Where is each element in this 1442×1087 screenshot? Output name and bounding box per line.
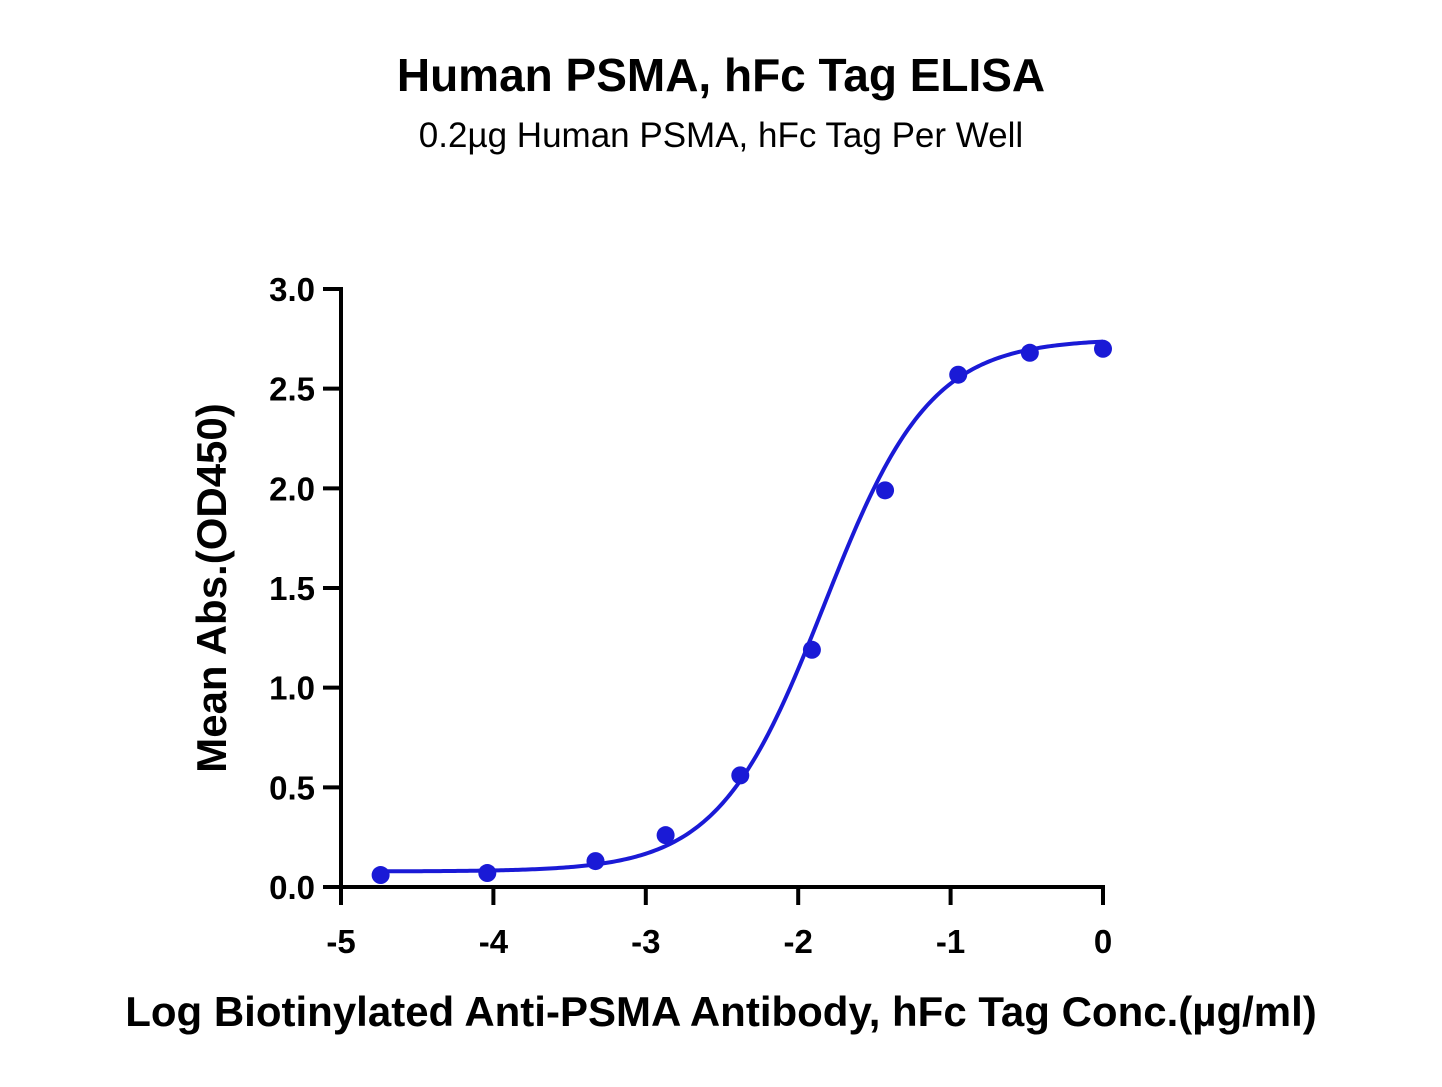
- chart-title: Human PSMA, hFc Tag ELISA: [396, 49, 1046, 101]
- x-tick-label: -2: [784, 923, 813, 960]
- data-point: [1094, 339, 1112, 358]
- y-tick-label: 2.5: [269, 371, 315, 408]
- x-axis-label: Log Biotinylated Anti-PSMA Antibody, hFc…: [125, 988, 1317, 1035]
- y-tick-label: 3.0: [269, 271, 315, 308]
- data-points-layer: [371, 339, 1112, 885]
- y-tick-label: 2.0: [269, 470, 315, 507]
- x-tick-label: -3: [631, 923, 660, 960]
- data-point: [1020, 343, 1039, 362]
- fit-curve-line: [380, 339, 1104, 874]
- x-tick-label: -5: [326, 923, 355, 960]
- data-point: [731, 766, 750, 785]
- data-point: [656, 826, 675, 845]
- y-tick-label: 0.5: [269, 769, 315, 806]
- y-tick-label: 1.5: [269, 570, 315, 607]
- y-tick-label: 1.0: [269, 670, 315, 707]
- data-point: [876, 481, 895, 500]
- x-tick-label: 0: [1094, 923, 1112, 960]
- data-point: [478, 864, 497, 883]
- x-tick-label: -1: [936, 923, 965, 960]
- data-point: [802, 640, 821, 659]
- chart-subtitle: 0.2µg Human PSMA, hFc Tag Per Well: [418, 116, 1024, 155]
- y-tick-label: 0.0: [269, 869, 315, 906]
- axes: 0.0 0.5 1.0 1.5 2.0 2.5 3.0 -5 -4 -3 -2 -1 0: [269, 271, 1112, 960]
- data-point: [586, 852, 605, 871]
- y-axis-label: Mean Abs.(OD450): [188, 403, 235, 773]
- data-point: [371, 866, 390, 885]
- data-point: [949, 365, 968, 384]
- fit-curve-layer: [380, 339, 1104, 874]
- x-tick-label: -4: [479, 923, 509, 960]
